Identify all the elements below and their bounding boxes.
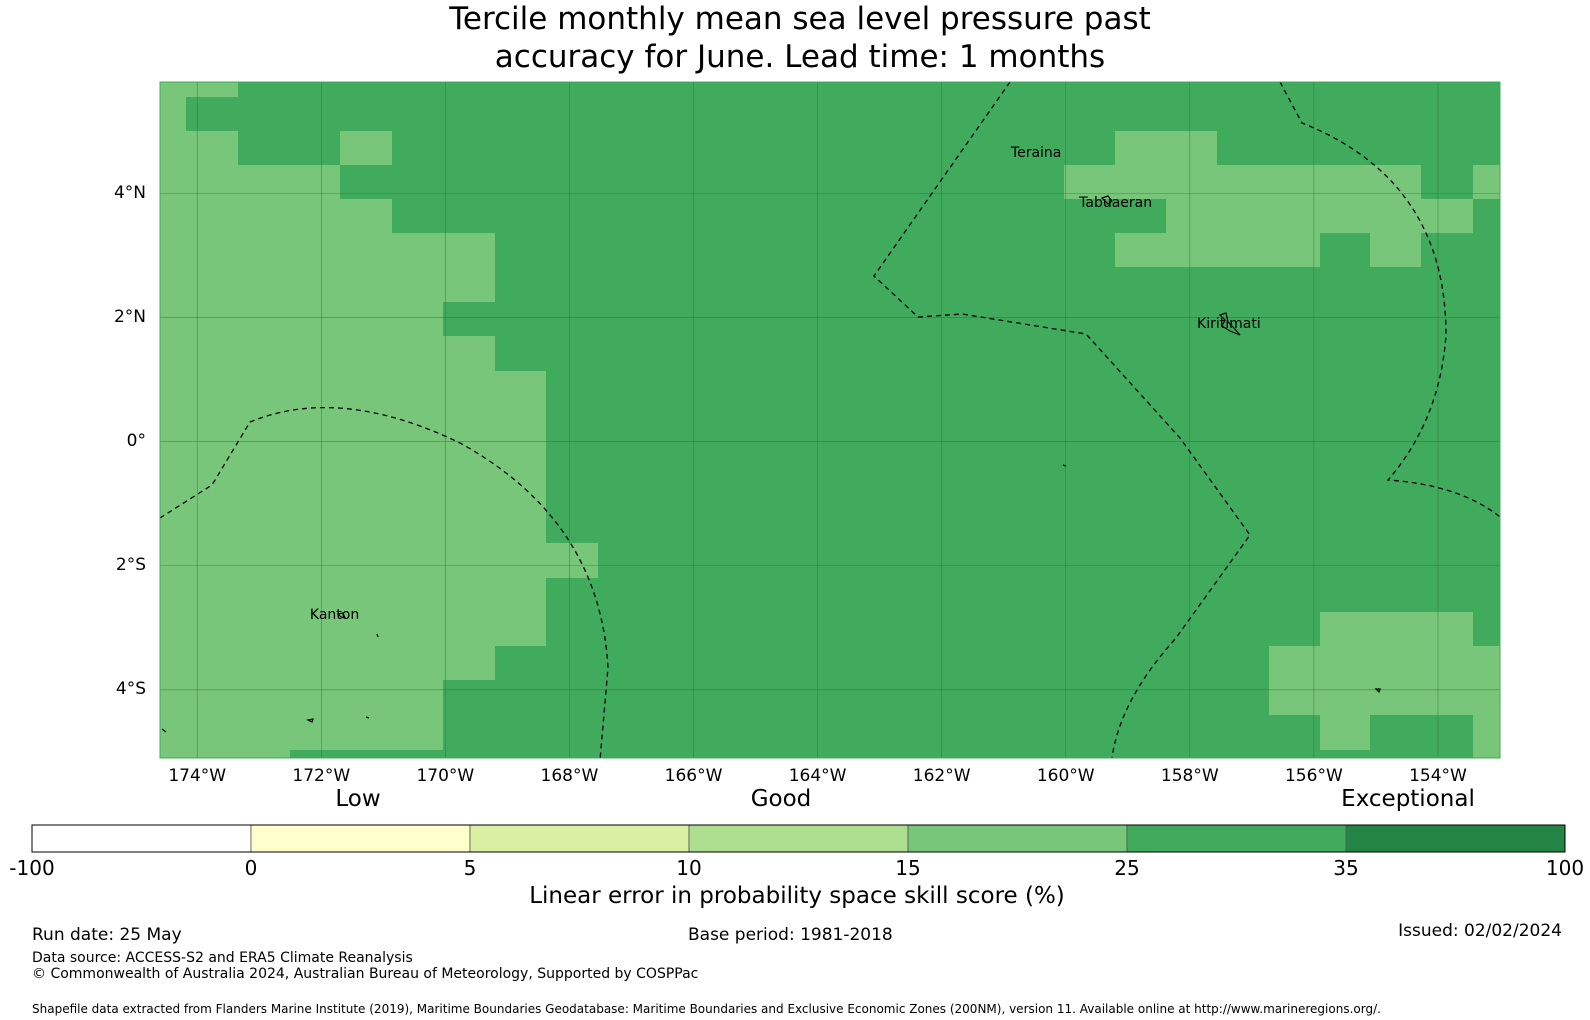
colorbar-tick-label: 5 [463, 856, 477, 880]
colorbar-bin-3 [688, 824, 909, 853]
lon-tick-label: 168°W [540, 766, 599, 786]
eez-boundary-line-islands-west [873, 82, 1251, 758]
lat-tick-label: 2°S [115, 554, 146, 575]
island-small-1 [306, 718, 314, 723]
lon-tick-label: 164°W [788, 766, 847, 786]
island-small-2 [365, 716, 370, 719]
colorbar-bin-1 [250, 824, 471, 853]
skill-patch-east-edge [1473, 165, 1500, 199]
colorbar-tick-label: 10 [676, 856, 702, 880]
data-source: Data source: ACCESS-S2 and ERA5 Climate … [32, 950, 413, 966]
lat-tick-label: 4°S [115, 678, 146, 699]
lon-tick-label: 158°W [1160, 766, 1219, 786]
title-line-2: accuracy for June. Lead time: 1 months [494, 39, 1106, 75]
island-kanton [336, 612, 346, 619]
category-label-low: Low [335, 786, 381, 812]
colorbar-bin-0 [31, 824, 252, 853]
copyright-notice: © Commonwealth of Australia 2024, Austra… [32, 966, 699, 982]
island-small-4 [1374, 688, 1381, 694]
skill-patch-west [160, 82, 598, 758]
colorbar-bin-2 [469, 824, 690, 853]
lon-tick-label: 154°W [1409, 766, 1467, 786]
lon-tick-label: 174°W [168, 766, 227, 786]
map-panel[interactable] [159, 81, 1501, 760]
lon-tick-label: 162°W [912, 766, 971, 786]
place-label: Teraina [1010, 145, 1062, 162]
place-label: Tabuaeran [1079, 194, 1153, 211]
colorbar-tick-label: 25 [1114, 856, 1140, 880]
shapefile-credit: Shapefile data extracted from Flanders M… [32, 1002, 1381, 1016]
title-line-1: Tercile monthly mean sea level pressure … [449, 1, 1151, 37]
lat-tick-label: 0° [126, 430, 146, 451]
category-label-good: Good [750, 786, 812, 812]
eez-boundary-line-islands-east [1279, 82, 1500, 518]
colorbar-tick-label: 15 [895, 856, 921, 880]
island-tabuaeran [1100, 195, 1113, 205]
graticule [160, 82, 1500, 758]
skill-patch-northeast [1064, 131, 1473, 267]
colorbar-bin-6 [1345, 824, 1566, 853]
base-period: Base period: 1981-2018 [688, 925, 893, 945]
colorbar-tick-label: 0 [244, 856, 258, 880]
run-date: Run date: 25 May [32, 925, 182, 945]
island-small-5 [1062, 464, 1067, 467]
island-small-3 [161, 728, 167, 733]
lon-tick-label: 166°W [664, 766, 723, 786]
colorbar-outline [31, 824, 1566, 853]
lat-tick-label: 4°N [113, 182, 146, 203]
map-frame [159, 81, 1501, 759]
coastlines [161, 195, 1381, 733]
lon-tick-label: 156°W [1284, 766, 1343, 786]
colorbar [31, 824, 1566, 853]
issued-date: Issued: 02/02/2024 [1398, 921, 1562, 941]
lat-tick-label: 2°N [113, 306, 146, 327]
island-small-6 [376, 633, 379, 638]
island-kiritimati [1218, 312, 1241, 336]
chart-title: Tercile monthly mean sea level pressure … [160, 0, 1440, 76]
colorbar-tick-label: 35 [1333, 856, 1359, 880]
skill-patches [160, 82, 1500, 758]
eez-boundary-phoenix [160, 406, 609, 758]
colorbar-bin-5 [1126, 824, 1347, 853]
skill-patch-southeast [1269, 612, 1500, 758]
colorbar-tick-label: 100 [1545, 856, 1585, 880]
lon-tick-label: 170°W [416, 766, 475, 786]
place-label: Kanton [309, 607, 360, 624]
lon-tick-label: 172°W [292, 766, 351, 786]
category-label-exceptional: Exceptional [1341, 786, 1475, 812]
colorbar-tick-label: -100 [9, 856, 55, 880]
lon-tick-label: 160°W [1036, 766, 1095, 786]
colorbar-bin-4 [907, 824, 1128, 853]
colorbar-title: Linear error in probability space skill … [529, 883, 1065, 909]
eez-boundaries [160, 82, 1500, 758]
place-label: Kiritimati [1197, 315, 1261, 332]
